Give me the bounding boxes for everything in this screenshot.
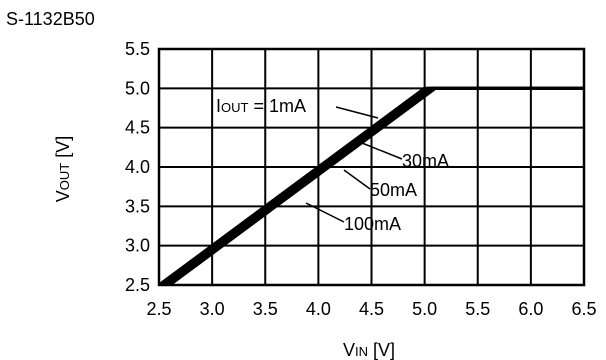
series-lines	[159, 86, 584, 285]
y-axis-label: VOUT [V]	[53, 136, 73, 202]
axis-label-main: V	[343, 340, 355, 360]
axis-label-unit: [V]	[368, 340, 395, 360]
y-tick-label: 3.0	[125, 236, 150, 256]
x-axis-label: VIN [V]	[343, 340, 395, 360]
x-tick-label: 4.0	[306, 299, 331, 319]
axis-label-sub: OUT	[57, 163, 72, 191]
x-tick-label: 3.5	[253, 299, 278, 319]
page-title: S-1132B50	[6, 9, 95, 29]
annotation-leader-3	[305, 202, 345, 223]
y-tick-label: 2.5	[125, 275, 150, 295]
grid	[157, 47, 586, 287]
x-tick-label: 5.0	[412, 299, 437, 319]
y-tick-label: 5.5	[125, 39, 150, 59]
x-tick-label: 4.5	[359, 299, 384, 319]
axis-label-unit: [V]	[53, 136, 73, 163]
y-tick-labels: 2.5 3.0 3.5 4.0 4.5 5.0 5.5	[125, 39, 150, 295]
annotation-leaders	[305, 106, 403, 223]
x-tick-label: 6.5	[571, 299, 596, 319]
x-tick-label: 3.0	[200, 299, 225, 319]
y-tick-label: 4.0	[125, 157, 150, 177]
y-tick-label: 3.5	[125, 196, 150, 216]
annotation-label: 30mA	[402, 151, 449, 171]
annotations: IOUT = 1mA 30mA 50mA 100mA	[216, 96, 449, 234]
x-tick-label: 5.5	[465, 299, 490, 319]
annotation-label: IOUT = 1mA	[216, 96, 306, 116]
series-line-3	[168, 86, 584, 285]
plot-frame	[157, 47, 586, 287]
y-tick-label: 4.5	[125, 118, 150, 138]
annotation-leader-2	[343, 169, 371, 190]
annotation-label: 100mA	[344, 214, 401, 234]
axis-label-main: V	[53, 190, 73, 202]
x-tick-label: 6.0	[518, 299, 543, 319]
x-tick-labels: 2.5 3.0 3.5 4.0 4.5 5.0 5.5 6.0 6.5	[146, 299, 596, 319]
annotation-leader-0	[335, 106, 379, 119]
x-tick-label: 2.5	[146, 299, 171, 319]
annotation-leader-1	[361, 142, 403, 160]
axis-label-sub: IN	[355, 344, 368, 359]
annotation-label: 50mA	[370, 180, 417, 200]
y-tick-label: 5.0	[125, 78, 150, 98]
